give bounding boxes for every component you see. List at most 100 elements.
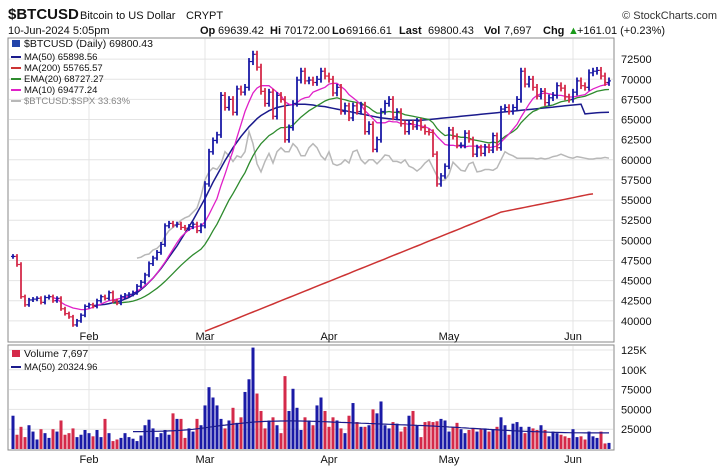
volume-bar (343, 433, 347, 449)
volume-bar (19, 426, 23, 449)
legend-vol-ma50: MA(50) 20324.96 (24, 362, 97, 373)
volume-bar (111, 441, 115, 449)
volume-bar (595, 437, 599, 449)
volume-bar (335, 420, 339, 449)
volume-bar (371, 409, 375, 449)
price-tick-label: 40000 (621, 316, 652, 328)
volume-bar (587, 431, 591, 449)
volume-bar (511, 423, 515, 449)
volume-bar (579, 436, 583, 449)
volume-bar (467, 429, 471, 449)
volume-bar (571, 429, 575, 449)
x-tick-label: Mar (196, 454, 215, 466)
volume-bar (539, 425, 543, 449)
timestamp: 10-Jun-2024 5:05pm (8, 25, 110, 37)
price-tick-label: 57500 (621, 175, 652, 187)
volume-bar (235, 422, 239, 449)
volume-bar (499, 417, 503, 449)
price-tick-label: 60000 (621, 155, 652, 167)
volume-bar (519, 426, 523, 449)
volume-bar (423, 422, 427, 449)
change-value: +161.01 (+0.23%) (577, 25, 665, 37)
volume-bar (299, 429, 303, 449)
volume-bar (531, 428, 535, 449)
volume-bar (187, 428, 191, 449)
volume-bar (347, 415, 351, 449)
open-value: 69639.42 (218, 25, 264, 37)
volume-bar (327, 426, 331, 449)
volume-bar (507, 434, 511, 449)
volume-bar (83, 429, 87, 449)
volume-bar (207, 387, 211, 449)
price-tick-label: 47500 (621, 255, 652, 267)
volume-bar (403, 426, 407, 449)
volume-bar (47, 437, 51, 449)
volume-bar (179, 418, 183, 449)
volume-bar (359, 426, 363, 449)
volume-bar (375, 413, 379, 449)
volume-bar (87, 433, 91, 449)
price-legend: $BTCUSD (Daily) 69800.43 MA(50) 65898.56… (11, 38, 153, 107)
volume-bar (175, 418, 179, 449)
volume-bar (243, 391, 247, 449)
high-value: 70172.00 (284, 25, 330, 37)
volume-bar (75, 437, 79, 449)
volume-bar (363, 426, 367, 449)
x-tick-label: Mar (196, 331, 215, 343)
volume-bar (535, 429, 539, 449)
volume-tick-label: 125K (621, 345, 647, 357)
change-label: Chg (543, 25, 564, 37)
exchange-label: CRYPT (186, 10, 223, 22)
grid (9, 39, 613, 449)
volume-bar (211, 397, 215, 449)
volume-bar (287, 410, 291, 449)
volume-bar (167, 434, 171, 449)
volume-bar (451, 426, 455, 449)
volume-bar (215, 405, 219, 449)
x-tick-label: Apr (320, 331, 337, 343)
volume-bar (591, 436, 595, 449)
relative-strength-line (136, 128, 610, 259)
legend-ema20: EMA(20) 68727.27 (24, 74, 104, 85)
volume-bar (107, 433, 111, 449)
volume-bar (603, 443, 607, 449)
volume-bar (399, 431, 403, 449)
volume-bar (59, 420, 63, 449)
price-tick-label: 65000 (621, 115, 652, 127)
volume-bar (135, 441, 139, 449)
volume-bar (227, 420, 231, 449)
volume-bar (427, 421, 431, 449)
volume-bar (223, 428, 227, 449)
x-tick-label: Feb (80, 454, 99, 466)
low-value: 69166.61 (346, 25, 392, 37)
volume-bar (487, 431, 491, 449)
volume-swatch-icon (12, 350, 20, 357)
volume-bar (123, 433, 127, 449)
price-tick-label: 72500 (621, 54, 652, 66)
volume-bar (443, 420, 447, 449)
volume-bar (15, 434, 19, 449)
volume-tick-label: 100K (621, 365, 647, 377)
price-tick-label: 52500 (621, 215, 652, 227)
x-tick-label: Jun (564, 331, 582, 343)
volume-bar (383, 425, 387, 449)
volume-bar (163, 429, 167, 449)
volume-bar (91, 436, 95, 449)
x-tick-label: Feb (80, 331, 99, 343)
volume-bar (79, 434, 83, 449)
volume-bar (99, 437, 103, 449)
volume-tick-label: 25000 (621, 424, 652, 436)
volume-bar (495, 426, 499, 449)
legend-ma10: MA(10) 69477.24 (24, 85, 97, 96)
volume-panel (7, 344, 615, 451)
volume-bar (471, 428, 475, 449)
low-label: Lo (332, 25, 346, 37)
price-tick-label: 50000 (621, 235, 652, 247)
volume-bar (155, 437, 159, 449)
volume-bar (459, 429, 463, 449)
stockcharts-logo: © StockCharts.com (622, 10, 717, 22)
volume-bar (551, 431, 555, 449)
volume-bar (455, 422, 459, 449)
volume-bar (355, 422, 359, 449)
volume-bar (239, 417, 243, 449)
